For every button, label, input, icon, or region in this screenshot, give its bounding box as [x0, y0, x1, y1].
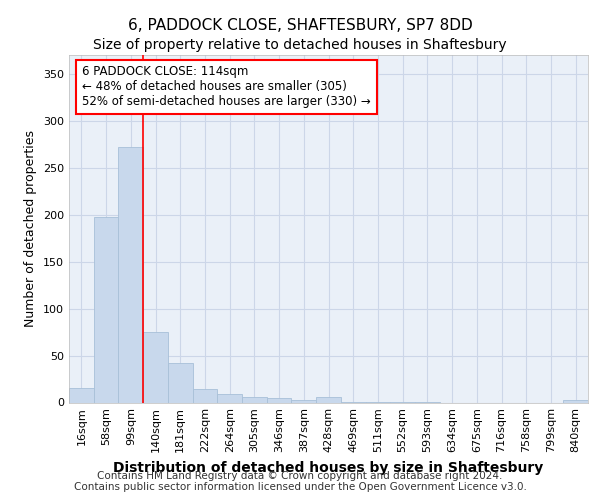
Text: 6 PADDOCK CLOSE: 114sqm
← 48% of detached houses are smaller (305)
52% of semi-d: 6 PADDOCK CLOSE: 114sqm ← 48% of detache… [82, 66, 371, 108]
Bar [94, 216, 118, 402]
Bar [242, 397, 267, 402]
Bar [193, 390, 217, 402]
Bar [217, 394, 242, 402]
Bar [118, 147, 143, 403]
Bar [168, 363, 193, 403]
Bar [267, 398, 292, 402]
X-axis label: Distribution of detached houses by size in Shaftesbury: Distribution of detached houses by size … [113, 461, 544, 475]
Bar [69, 388, 94, 402]
Bar [143, 332, 168, 402]
Text: 6, PADDOCK CLOSE, SHAFTESBURY, SP7 8DD: 6, PADDOCK CLOSE, SHAFTESBURY, SP7 8DD [128, 18, 472, 32]
Y-axis label: Number of detached properties: Number of detached properties [25, 130, 37, 327]
Bar [292, 400, 316, 402]
Bar [563, 400, 588, 402]
Bar [316, 397, 341, 402]
Text: Contains HM Land Registry data © Crown copyright and database right 2024.
Contai: Contains HM Land Registry data © Crown c… [74, 471, 526, 492]
Text: Size of property relative to detached houses in Shaftesbury: Size of property relative to detached ho… [93, 38, 507, 52]
